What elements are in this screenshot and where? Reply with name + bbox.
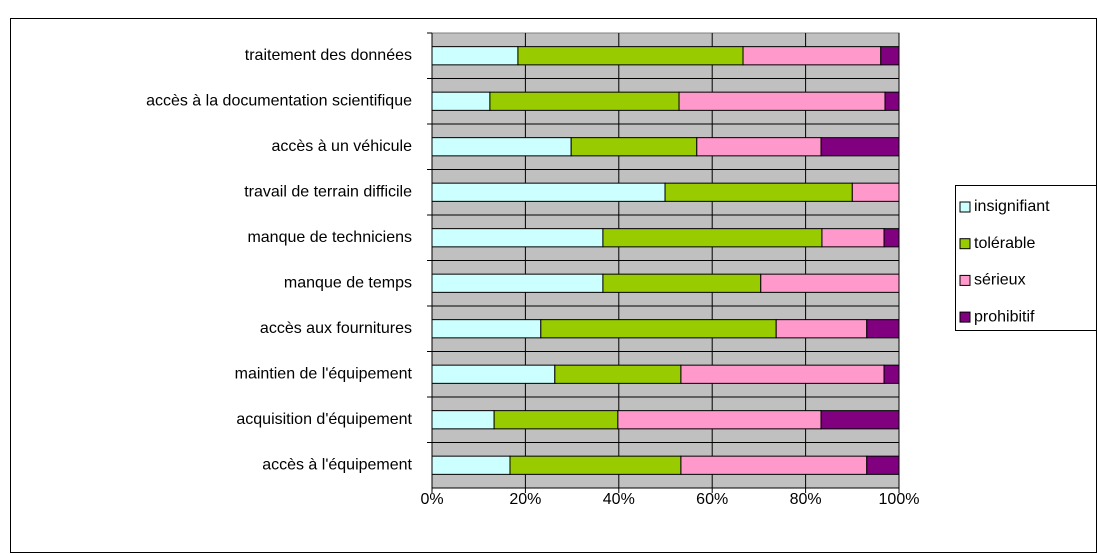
x-tick-label: 100%: [879, 491, 920, 508]
bar-segment: [696, 137, 822, 157]
bar-segment: [431, 410, 495, 430]
bar-segment: [775, 319, 868, 339]
x-tick-label: 60%: [696, 491, 728, 508]
bar-segment: [760, 273, 900, 293]
bar-segment: [880, 46, 900, 66]
bar-segment: [509, 455, 682, 475]
x-tick-label: 20%: [509, 491, 541, 508]
y-tick-label: traitement des données: [245, 47, 412, 64]
x-tick-label: 80%: [790, 491, 822, 508]
bar-segment: [493, 410, 619, 430]
bar-segment: [431, 137, 572, 157]
legend-label: insignifiant: [974, 198, 1050, 215]
bar-segment: [431, 91, 491, 111]
y-tick-label: maintien de l'équipement: [235, 365, 413, 382]
bar-segment: [431, 455, 511, 475]
bar-segment: [821, 228, 885, 248]
legend-box: [955, 185, 1097, 331]
x-tick-label: 0%: [420, 491, 443, 508]
legend-swatch: [959, 238, 971, 250]
legend-label: tolérable: [974, 235, 1035, 252]
bar-segment: [883, 364, 900, 384]
legend-swatch: [959, 201, 971, 213]
y-tick-label: travail de terrain difficile: [244, 183, 412, 200]
bar-segment: [742, 46, 882, 66]
bar-segment: [851, 182, 900, 202]
bar-segment: [866, 455, 900, 475]
bar-segment: [820, 137, 900, 157]
bar-segment: [431, 182, 666, 202]
legend-swatch: [959, 311, 971, 323]
y-tick-label: accès à un véhicule: [271, 138, 412, 155]
bar-segment: [884, 91, 900, 111]
bar-segment: [866, 319, 900, 339]
y-tick-label: accès aux fournitures: [260, 320, 412, 337]
y-tick-label: accès à la documentation scientifique: [146, 92, 412, 109]
bar-segment: [517, 46, 744, 66]
y-tick-label: accès à l'équipement: [262, 456, 412, 473]
x-tick-label: 40%: [603, 491, 635, 508]
bar-segment: [602, 273, 762, 293]
legend-label: prohibitif: [974, 308, 1035, 325]
y-tick-label: manque de temps: [284, 274, 412, 291]
bar-segment: [431, 273, 604, 293]
bar-segment: [680, 364, 885, 384]
bar-segment: [431, 228, 604, 248]
bar-segment: [431, 319, 542, 339]
bar-segment: [540, 319, 777, 339]
bar-segment: [883, 228, 900, 248]
bar-segment: [570, 137, 698, 157]
y-tick-label: acquisition d'équipement: [236, 411, 412, 428]
bar-segment: [602, 228, 823, 248]
y-tick-label: manque de techniciens: [247, 229, 412, 246]
bar-segment: [680, 455, 868, 475]
legend-swatch: [959, 274, 971, 286]
bar-segment: [431, 46, 519, 66]
bar-segment: [489, 91, 680, 111]
bar-segment: [431, 364, 556, 384]
legend-label: sérieux: [974, 272, 1026, 289]
bar-segment: [820, 410, 900, 430]
bar-segment: [664, 182, 853, 202]
bar-segment: [617, 410, 822, 430]
bar-segment: [554, 364, 682, 384]
bar-segment: [678, 91, 886, 111]
